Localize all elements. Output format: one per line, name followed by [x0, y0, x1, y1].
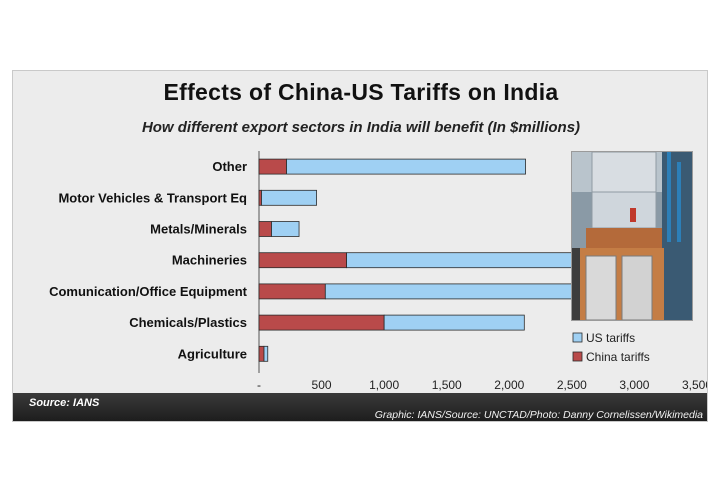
- bar-china-agriculture: [258, 345, 265, 362]
- x-axis-ticks: - 500 1,000 1,500 2,000 2,500 3,000 3,500: [257, 378, 708, 392]
- category-label-agriculture: Agriculture: [178, 346, 247, 361]
- bar-us-other: [286, 158, 526, 175]
- bars-group: [258, 158, 633, 362]
- bar-chart: Other Motor Vehicles & Transport Eq Metals…: [49, 151, 708, 392]
- x-tick-label: 3,500: [682, 378, 708, 392]
- category-label-metals-minerals: Metals/Minerals: [150, 222, 247, 237]
- category-label-machineries: Machineries: [172, 253, 247, 268]
- category-label-motor-vehicles-transport-eq: Motor Vehicles & Transport Eq: [58, 190, 247, 205]
- bar-us-agriculture: [263, 345, 269, 362]
- x-tick-label: 1,000: [369, 378, 399, 392]
- legend-label-us: US tariffs: [586, 331, 635, 345]
- legend: US tariffs China tariffs: [572, 331, 650, 364]
- x-tick-label: 2,000: [494, 378, 524, 392]
- bar-us-metals-minerals: [271, 221, 300, 237]
- category-labels: Other Motor Vehicles & Transport Eq Metals…: [49, 159, 248, 361]
- source-label: Source: IANS: [29, 397, 100, 409]
- x-tick-label: 1,500: [432, 378, 462, 392]
- footer-bar: Source: IANS Graphic: IANS/Source: UNCTA…: [13, 393, 707, 421]
- cargo-containers-photo: [571, 151, 693, 321]
- category-label-comunication-office-equipment: Comunication/Office Equipment: [49, 284, 248, 299]
- x-tick-label: 2,500: [557, 378, 587, 392]
- chart-subtitle: How different export sectors in India wi…: [141, 119, 581, 136]
- x-tick-label: 500: [312, 378, 332, 392]
- bar-china-machineries: [258, 252, 347, 269]
- bar-china-comunication-office-equipment: [258, 283, 326, 300]
- infographic: Effects of China-US Tariffs on India How…: [12, 70, 708, 422]
- legend-swatch-us: [572, 332, 583, 343]
- category-label-chemicals-plastics: Chemicals/Plastics: [129, 315, 247, 330]
- x-tick-label: -: [257, 378, 261, 392]
- bar-china-other: [258, 158, 287, 175]
- bar-us-chemicals-plastics: [383, 314, 525, 331]
- chart-title: Effects of China-US Tariffs on India: [163, 79, 559, 105]
- legend-swatch-china: [572, 351, 583, 362]
- category-label-other: Other: [212, 159, 247, 174]
- credit-label: Graphic: IANS/Source: UNCTAD/Photo: Dann…: [374, 409, 703, 421]
- bar-china-metals-minerals: [258, 221, 272, 237]
- bar-us-motor-vehicles-transport-eq: [261, 189, 317, 206]
- legend-label-china: China tariffs: [586, 350, 650, 364]
- x-tick-label: 3,000: [619, 378, 649, 392]
- bar-china-chemicals-plastics: [258, 314, 385, 331]
